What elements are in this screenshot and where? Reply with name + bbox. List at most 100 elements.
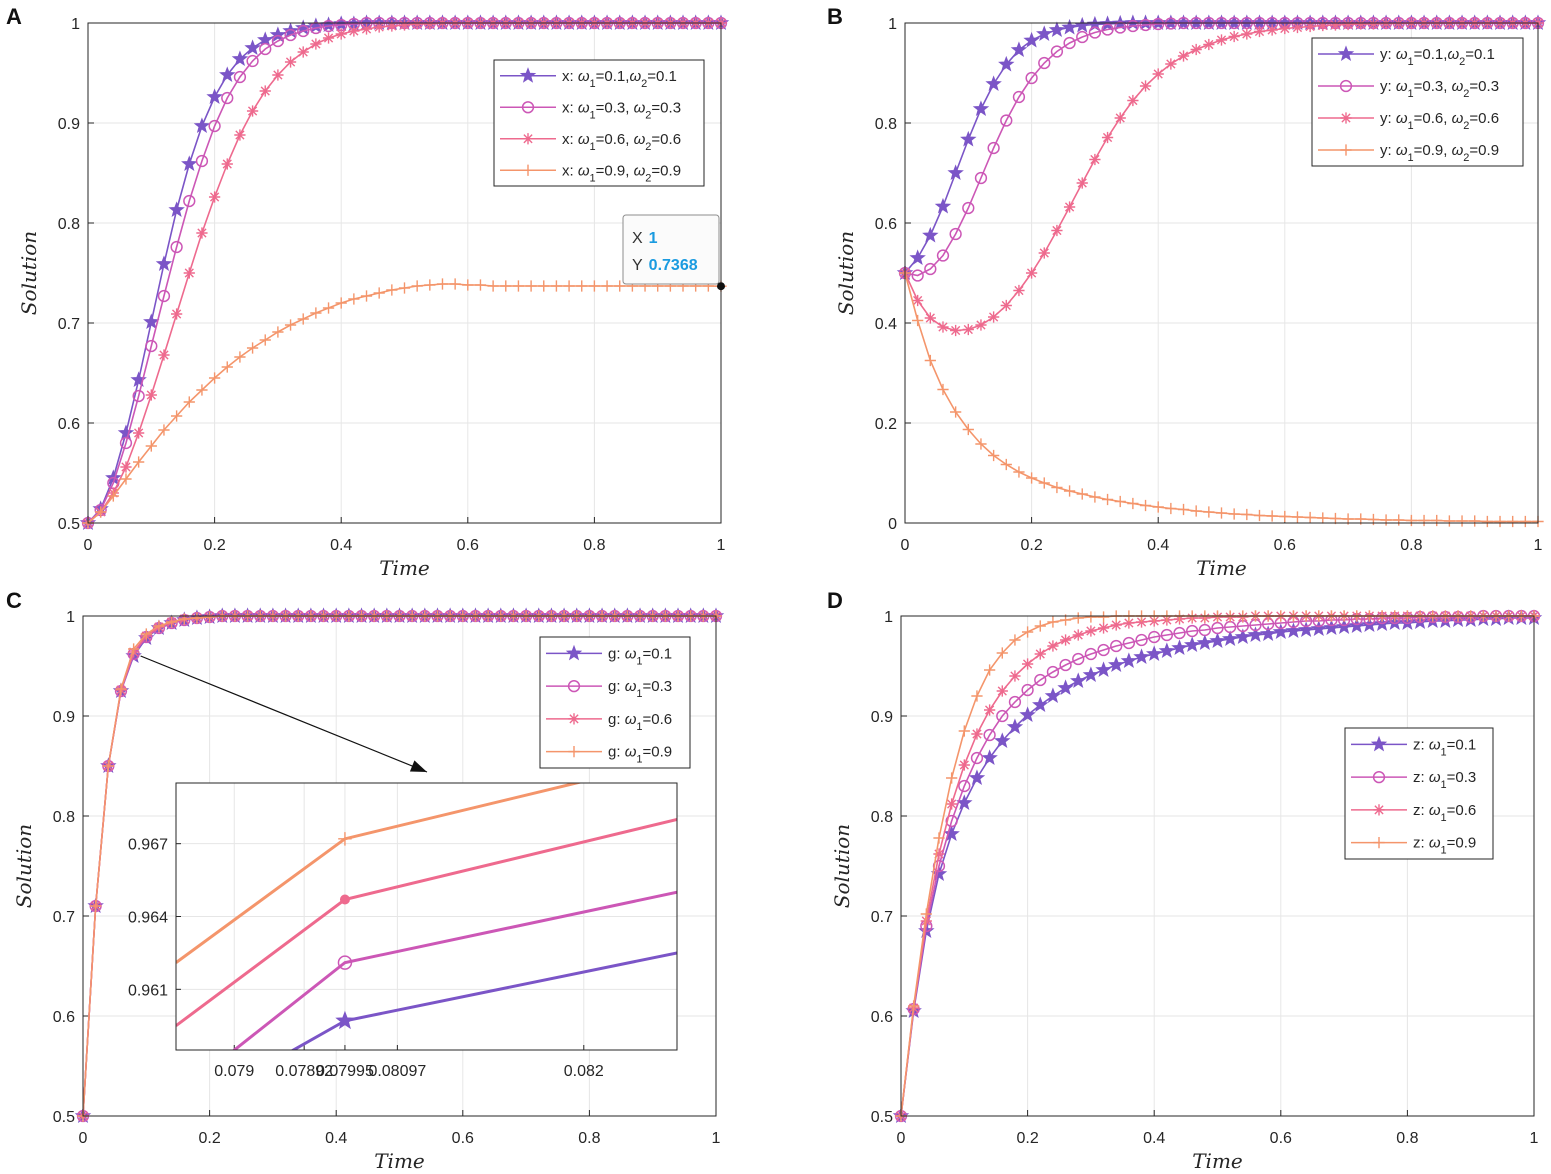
data-point — [960, 130, 977, 147]
panel-letter: B — [827, 4, 843, 29]
data-point — [1279, 22, 1291, 35]
data-point — [1519, 515, 1531, 528]
data-point — [411, 280, 423, 292]
data-point — [1418, 514, 1430, 527]
y-tick-label: 0.5 — [871, 1109, 893, 1126]
x-tick-label: 0 — [897, 1130, 906, 1147]
data-point — [937, 383, 949, 396]
data-point — [1135, 633, 1148, 647]
data-point — [1285, 622, 1302, 638]
data-point — [1355, 18, 1367, 30]
legend-label: y: ω1=0.1,ω2=0.1 — [1380, 46, 1495, 68]
legend-entry: z: ω1=0.9 — [1351, 835, 1476, 857]
legend-label-part: y: — [1380, 46, 1396, 63]
legend-marker — [1372, 770, 1386, 784]
data-point — [246, 54, 259, 68]
data-point — [424, 279, 436, 291]
legend-label-part: x: — [562, 99, 578, 116]
legend-marker — [1337, 45, 1355, 61]
legend-label: z: ω1=0.9 — [1413, 835, 1476, 857]
legend-label-part: 1 — [1408, 56, 1414, 68]
legend-label: g: ω1=0.1 — [608, 645, 672, 667]
data-point — [221, 361, 233, 373]
data-point — [1456, 515, 1468, 527]
axes-box — [900, 615, 1535, 1117]
panel-b: 0 0.2 0.4 0.6 0.8 1 0 0.2 0.4 0.6 0.8 1 Time Solution… — [827, 4, 1547, 580]
data-point — [1469, 515, 1481, 527]
legend-label-part: y: — [1380, 142, 1396, 159]
legend-marker — [568, 713, 580, 725]
data-point — [1009, 670, 1021, 682]
data-point — [1123, 617, 1135, 629]
legend-label: g: ω1=0.9 — [608, 744, 672, 766]
data-point — [1160, 628, 1174, 642]
data-point — [947, 164, 964, 180]
x-tick-label: 0.4 — [1143, 1130, 1165, 1147]
data-point — [1046, 665, 1060, 679]
legend-label: x: ω1=0.1,ω2=0.1 — [562, 68, 677, 90]
data-point — [1089, 153, 1101, 166]
data-point — [181, 155, 198, 171]
data-point — [196, 384, 208, 396]
data-point — [946, 798, 958, 810]
data-point — [1088, 26, 1102, 39]
data-point — [1145, 645, 1163, 661]
inset-y-tick-label: 0.967 — [128, 837, 168, 854]
data-point — [924, 354, 936, 367]
data-point — [1431, 514, 1443, 527]
data-point — [974, 171, 988, 185]
data-point — [219, 66, 236, 82]
legend-label-part: =0.1 — [643, 645, 673, 662]
series-4 — [82, 278, 727, 529]
data-point — [462, 279, 474, 291]
data-point — [269, 26, 287, 42]
x-tick-label: 0.6 — [452, 1130, 474, 1147]
data-point — [550, 280, 563, 292]
inset-data-point — [335, 1010, 355, 1030]
x-axis-label: Time — [1196, 556, 1247, 580]
data-point — [950, 324, 962, 337]
data-point — [386, 20, 398, 32]
data-point — [1120, 652, 1138, 668]
data-point — [1050, 45, 1064, 58]
legend-label-part: =0.3 — [1447, 769, 1477, 786]
panel-a: 0 0.2 0.4 0.6 0.8 1 0.5 0.6 0.7 0.8 0.9 1 Time Soluti… — [6, 4, 730, 580]
x-tick-label: 0.2 — [1020, 537, 1042, 554]
legend-label-part: =0.6, — [1414, 110, 1452, 127]
plot-area — [901, 616, 1534, 1116]
panel-letter: D — [827, 588, 843, 613]
legend-label-part: g: — [608, 678, 625, 695]
data-point — [1152, 68, 1164, 80]
legend-label-part: z: — [1413, 835, 1429, 852]
data-point — [1190, 505, 1202, 517]
datatip-point[interactable] — [717, 282, 725, 291]
data-point — [1036, 25, 1053, 41]
data-point — [1139, 18, 1152, 32]
data-point — [937, 321, 949, 333]
data-point — [983, 728, 996, 742]
data-point — [1443, 515, 1456, 527]
legend-label-part: ω — [578, 99, 590, 116]
data-point — [987, 449, 1000, 462]
legend-label-part: =0.1, — [596, 68, 630, 85]
data-point — [310, 307, 322, 319]
data-point — [1038, 477, 1050, 489]
y-tick-label: 0.7 — [871, 909, 893, 926]
legend: x: ω1=0.1,ω2=0.1x: ω1=0.3, ω2=0.3x: ω1=0… — [493, 59, 705, 187]
datatip-y-row: Y 0.7368 — [632, 257, 698, 274]
data-point — [962, 323, 974, 336]
legend-box — [1311, 37, 1524, 167]
legend-marker — [1339, 79, 1353, 93]
data-point — [1013, 284, 1025, 297]
data-point — [1059, 658, 1072, 672]
data-point — [234, 351, 246, 363]
legend-label-part: ω — [578, 162, 590, 179]
data-point — [1122, 636, 1136, 650]
data-point — [195, 154, 209, 168]
data-point — [968, 769, 986, 785]
legend-entry: x: ω1=0.1,ω2=0.1 — [500, 67, 677, 90]
data-point — [310, 38, 322, 50]
data-point — [1095, 661, 1112, 677]
data-point — [132, 389, 145, 403]
